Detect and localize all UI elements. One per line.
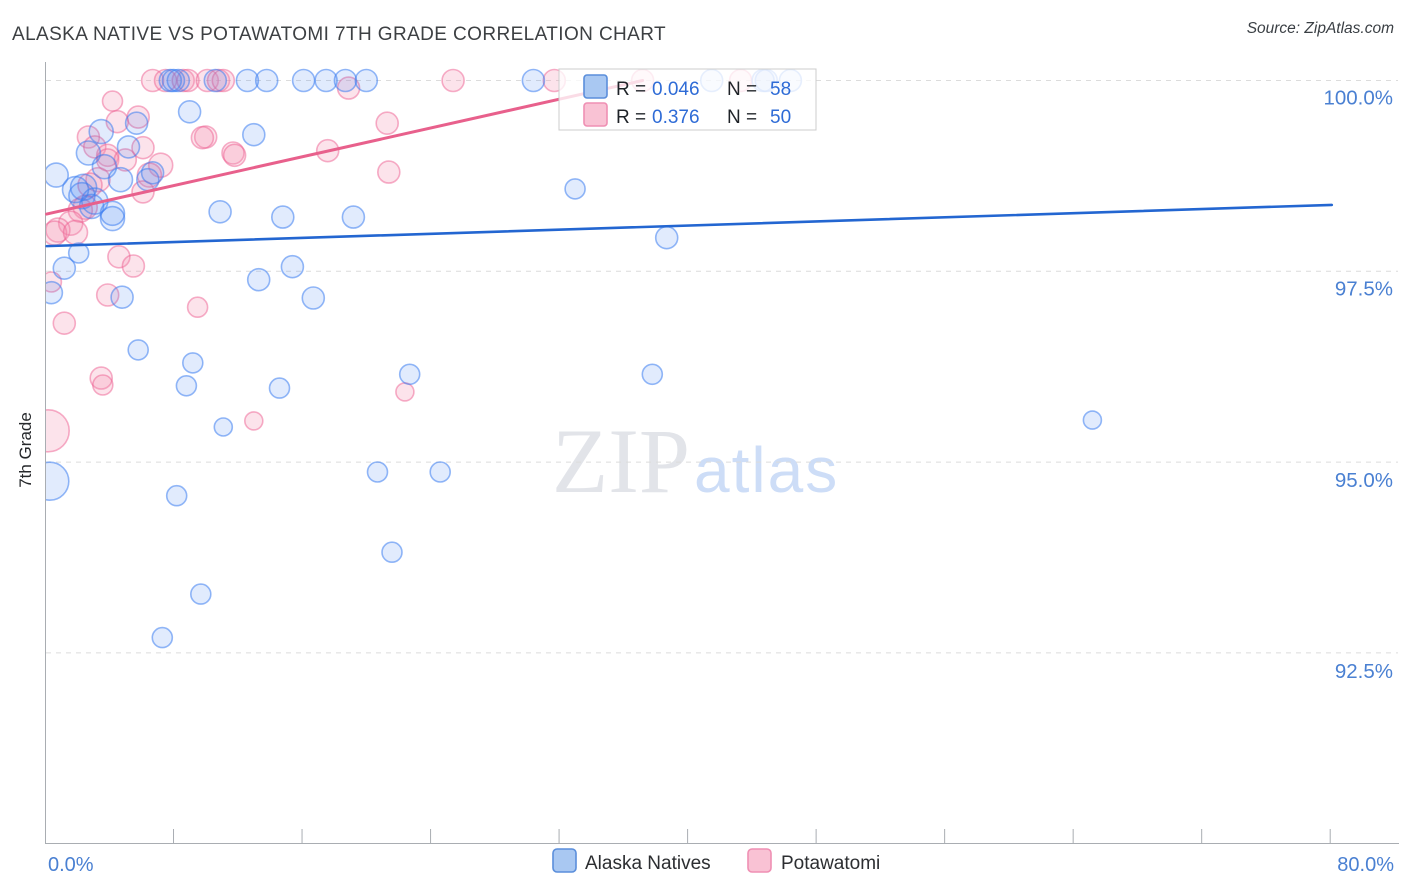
data-point-potawatomi: [52, 311, 77, 336]
data-point-potawatomi: [244, 411, 264, 431]
horizontal-gridlines: [46, 80, 1398, 654]
data-point-alaska-natives: [46, 162, 69, 188]
alaska-natives-points-group: [46, 68, 1103, 649]
data-point-alaska-natives: [203, 68, 228, 93]
data-point-potawatomi: [89, 366, 113, 390]
data-point-alaska-natives: [124, 111, 149, 135]
data-point-alaska-natives: [190, 583, 212, 605]
trend-line-potawatomi: [45, 79, 645, 216]
data-point-alaska-natives: [166, 68, 191, 93]
n-value-pink: 50: [770, 107, 791, 128]
chart-title: ALASKA NATIVE VS POTAWATOMI 7TH GRADE CO…: [12, 24, 666, 45]
n-label-pink: N =: [727, 107, 757, 128]
potawatomi-legend-swatch-icon: [747, 848, 772, 873]
data-point-potawatomi: [107, 244, 131, 269]
data-point-alaska-natives: [110, 285, 134, 310]
data-point-alaska-natives: [151, 626, 174, 649]
data-point-potawatomi: [121, 254, 146, 278]
data-point-alaska-natives: [99, 205, 126, 232]
data-point-alaska-natives: [270, 205, 295, 229]
data-point-alaska-natives: [291, 68, 316, 93]
data-point-alaska-natives: [242, 122, 266, 147]
stats-legend-box: R = 0.046 N = 58 R = 0.376 N = 50: [558, 68, 817, 131]
n-label-blue: N =: [727, 79, 757, 100]
data-point-potawatomi: [62, 219, 89, 246]
data-point-alaska-natives: [1082, 410, 1103, 430]
n-value-blue: 58: [770, 79, 791, 100]
y-axis-title: 7th Grade: [16, 412, 35, 488]
watermark-atlas-text: atlas: [694, 434, 839, 506]
data-point-alaska-natives: [246, 267, 271, 292]
data-point-potawatomi: [441, 68, 465, 93]
data-point-potawatomi: [222, 143, 247, 168]
data-point-alaska-natives: [301, 286, 326, 310]
data-point-alaska-natives: [268, 377, 291, 399]
data-point-potawatomi: [186, 296, 209, 319]
data-point-alaska-natives: [46, 280, 64, 305]
data-point-alaska-natives: [208, 200, 232, 224]
data-point-potawatomi: [92, 374, 114, 396]
r-value-blue: 0.046: [652, 79, 700, 100]
data-point-alaska-natives: [398, 363, 421, 386]
trend-line-alaska-natives: [45, 203, 1334, 248]
trend-lines-group: [45, 79, 1334, 248]
alaska-natives-swatch-icon: [583, 74, 608, 99]
potawatomi-swatch-icon: [583, 102, 608, 127]
watermark-zip-text: ZIP: [552, 410, 690, 512]
x-axis-min-label: 0.0%: [48, 854, 94, 876]
data-point-alaska-natives: [177, 100, 202, 124]
data-point-alaska-natives: [52, 256, 77, 281]
data-point-alaska-natives: [46, 461, 70, 501]
data-point-alaska-natives: [429, 461, 452, 483]
data-point-alaska-natives: [67, 242, 90, 264]
data-point-alaska-natives: [88, 118, 114, 145]
data-point-alaska-natives: [366, 461, 389, 483]
alaska-natives-legend-swatch-icon: [552, 848, 577, 873]
data-point-potawatomi: [211, 68, 236, 93]
y-tick-label-92-5: 92.5%: [1335, 660, 1393, 683]
data-point-alaska-natives: [354, 68, 379, 93]
data-point-alaska-natives: [140, 161, 165, 185]
bottom-legend: Alaska Natives Potawatomi: [552, 848, 880, 874]
data-point-alaska-natives: [333, 68, 358, 93]
watermark: ZIPatlas: [552, 410, 839, 512]
data-point-alaska-natives: [254, 68, 279, 93]
data-point-alaska-natives: [280, 254, 305, 279]
data-point-alaska-natives: [116, 135, 141, 159]
x-axis-max-label: 80.0%: [1337, 854, 1394, 876]
data-point-alaska-natives: [564, 178, 586, 200]
source-label: Source: ZipAtlas.com: [1247, 20, 1394, 37]
data-point-alaska-natives: [213, 417, 234, 437]
alaska-natives-legend-label: Alaska Natives: [585, 853, 711, 874]
data-point-alaska-natives: [521, 68, 546, 93]
x-axis-ticks: [173, 829, 1331, 843]
y-tick-label-97-5: 97.5%: [1335, 278, 1393, 301]
y-tick-label-100: 100.0%: [1323, 87, 1393, 110]
data-point-potawatomi: [101, 90, 124, 112]
data-point-potawatomi: [376, 160, 401, 184]
data-point-alaska-natives: [654, 225, 679, 250]
potawatomi-legend-label: Potawatomi: [781, 853, 880, 874]
data-point-alaska-natives: [641, 363, 664, 386]
data-point-alaska-natives: [127, 339, 149, 361]
data-point-potawatomi: [46, 409, 70, 453]
r-label-blue: R =: [616, 79, 646, 100]
data-point-potawatomi: [140, 68, 165, 93]
data-point-alaska-natives: [175, 374, 198, 397]
data-point-alaska-natives: [314, 68, 338, 93]
y-tick-label-95: 95.0%: [1335, 469, 1393, 492]
data-point-alaska-natives: [165, 484, 188, 507]
data-point-potawatomi: [190, 125, 215, 150]
r-value-pink: 0.376: [652, 107, 700, 128]
data-point-alaska-natives: [341, 205, 366, 229]
r-label-pink: R =: [616, 107, 646, 128]
data-point-alaska-natives: [381, 541, 403, 564]
data-point-alaska-natives: [107, 166, 134, 193]
data-point-alaska-natives: [182, 352, 204, 374]
data-point-alaska-natives: [235, 68, 260, 93]
data-point-potawatomi: [395, 382, 415, 402]
data-point-potawatomi: [375, 111, 400, 135]
